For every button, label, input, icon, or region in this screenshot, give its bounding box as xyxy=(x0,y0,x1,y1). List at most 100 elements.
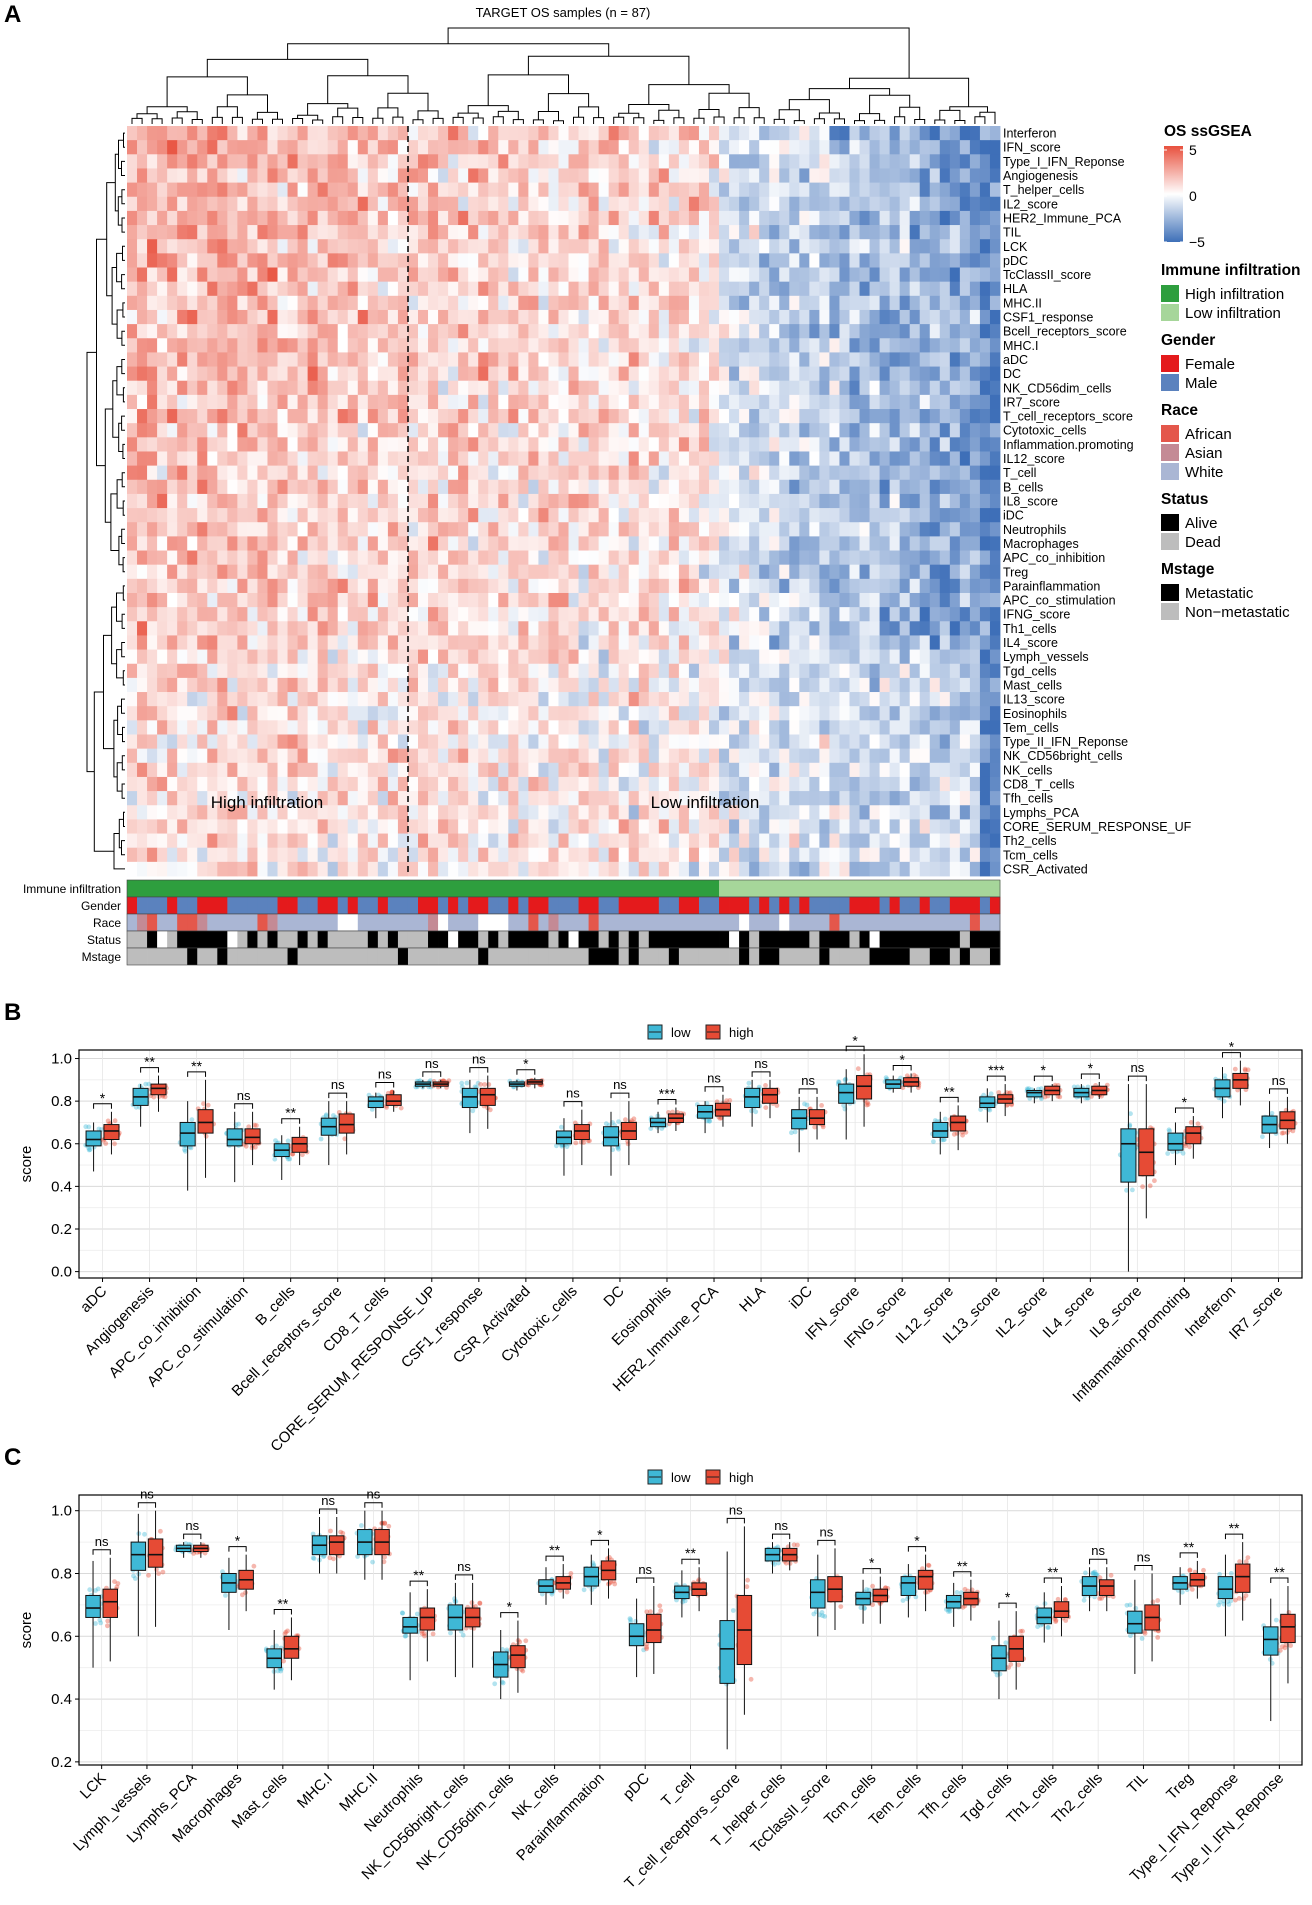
heatmap-cell xyxy=(909,578,921,594)
heatmap-cell xyxy=(468,182,479,198)
heatmap-cell xyxy=(979,734,991,750)
heatmap-cell xyxy=(478,126,489,141)
heatmap-cell xyxy=(709,465,720,481)
heatmap-cell xyxy=(969,762,981,778)
heatmap-cell xyxy=(468,394,479,410)
heatmap-cell xyxy=(548,748,559,764)
heatmap-cell xyxy=(498,663,509,679)
heatmap-cell xyxy=(859,861,870,877)
heatmap-cell xyxy=(478,380,489,396)
heatmap-cell xyxy=(809,508,820,523)
heatmap-cell xyxy=(177,833,188,849)
heatmap-cell xyxy=(277,748,288,764)
heatmap-cell xyxy=(397,309,409,325)
heatmap-cell xyxy=(568,677,579,693)
heatmap-cell xyxy=(929,140,941,155)
heatmap-cell xyxy=(498,564,509,580)
heatmap-cell xyxy=(267,281,278,297)
heatmap-cell xyxy=(448,210,459,226)
heatmap-cell xyxy=(518,635,529,650)
heatmap-cell xyxy=(979,154,991,169)
heatmap-cell xyxy=(548,267,559,283)
heatmap-cell xyxy=(157,720,168,735)
heatmap-cell xyxy=(508,677,519,693)
heatmap-cell xyxy=(698,847,710,863)
heatmap-cell xyxy=(949,366,961,382)
heatmap-cell xyxy=(207,805,218,820)
heatmap-cell xyxy=(859,635,870,650)
annotation-cell xyxy=(749,897,760,914)
heatmap-cell xyxy=(357,324,369,339)
heatmap-cell xyxy=(608,324,620,339)
heatmap-cell xyxy=(177,225,188,240)
heatmap-cell xyxy=(949,168,961,183)
heatmap-cell xyxy=(468,762,479,778)
heatmap-cell xyxy=(317,607,329,622)
dendrogram-branch xyxy=(231,116,243,124)
heatmap-cell xyxy=(809,338,820,353)
heatmap-cell xyxy=(979,536,991,551)
heatmap-cell xyxy=(197,465,208,481)
annotation-cell xyxy=(307,880,319,897)
heatmap-cell xyxy=(287,861,298,877)
heatmap-cell xyxy=(508,508,519,523)
heatmap-cell xyxy=(518,267,529,283)
annotation-cell xyxy=(357,880,369,897)
heatmap-cell xyxy=(257,324,268,339)
heatmap-cell xyxy=(638,748,650,764)
heatmap-cell xyxy=(869,550,880,566)
heatmap-cell xyxy=(869,366,880,382)
heatmap-cell xyxy=(729,663,740,679)
heatmap-cell xyxy=(638,706,650,721)
heatmap-cell xyxy=(578,465,589,481)
heatmap-cell xyxy=(418,465,429,481)
heatmap-cell xyxy=(598,465,610,481)
heatmap-cell xyxy=(658,465,670,481)
heatmap-cell xyxy=(137,635,148,650)
heatmap-cell xyxy=(488,621,499,636)
heatmap-row-label: Lymph_vessels xyxy=(1003,650,1089,664)
heatmap-cell xyxy=(127,281,138,297)
heatmap-cell xyxy=(899,522,911,537)
heatmap-cell xyxy=(227,196,238,212)
heatmap-cell xyxy=(749,366,760,382)
heatmap-cell xyxy=(337,833,349,849)
heatmap-cell xyxy=(127,762,138,778)
heatmap-cell xyxy=(337,720,349,735)
heatmap-cell xyxy=(919,196,931,212)
heatmap-cell xyxy=(187,536,198,551)
heatmap-cell xyxy=(227,352,238,367)
heatmap-cell xyxy=(317,833,329,849)
heatmap-cell xyxy=(949,394,961,410)
heatmap-cell xyxy=(949,706,961,721)
heatmap-cell xyxy=(568,352,579,367)
heatmap-row-label: Type_II_IFN_Reponse xyxy=(1003,735,1128,749)
heatmap-cell xyxy=(227,437,238,452)
heatmap-cell xyxy=(759,451,770,467)
heatmap-cell xyxy=(197,324,208,339)
heatmap-cell xyxy=(688,607,700,622)
heatmap-cell xyxy=(668,692,680,707)
heatmap-cell xyxy=(578,309,589,325)
annotation-cell xyxy=(277,897,288,914)
heatmap-cell xyxy=(799,324,810,339)
heatmap-cell xyxy=(397,578,409,594)
heatmap-cell xyxy=(428,451,439,467)
heatmap-cell xyxy=(688,253,700,268)
heatmap-cell xyxy=(739,677,750,693)
heatmap-cell xyxy=(397,706,409,721)
heatmap-cell xyxy=(869,578,880,594)
heatmap-cell xyxy=(989,720,1001,735)
heatmap-cell xyxy=(739,451,750,467)
heatmap-cell xyxy=(227,592,238,608)
heatmap-cell xyxy=(779,196,790,212)
heatmap-cell xyxy=(538,508,549,523)
heatmap-cell xyxy=(618,196,630,212)
heatmap-cell xyxy=(618,508,630,523)
heatmap-cell xyxy=(347,451,359,467)
heatmap-cell xyxy=(508,776,519,792)
heatmap-cell xyxy=(418,210,429,226)
heatmap-cell xyxy=(939,791,951,806)
heatmap-cell xyxy=(317,196,329,212)
dendrogram-branch xyxy=(613,116,625,124)
